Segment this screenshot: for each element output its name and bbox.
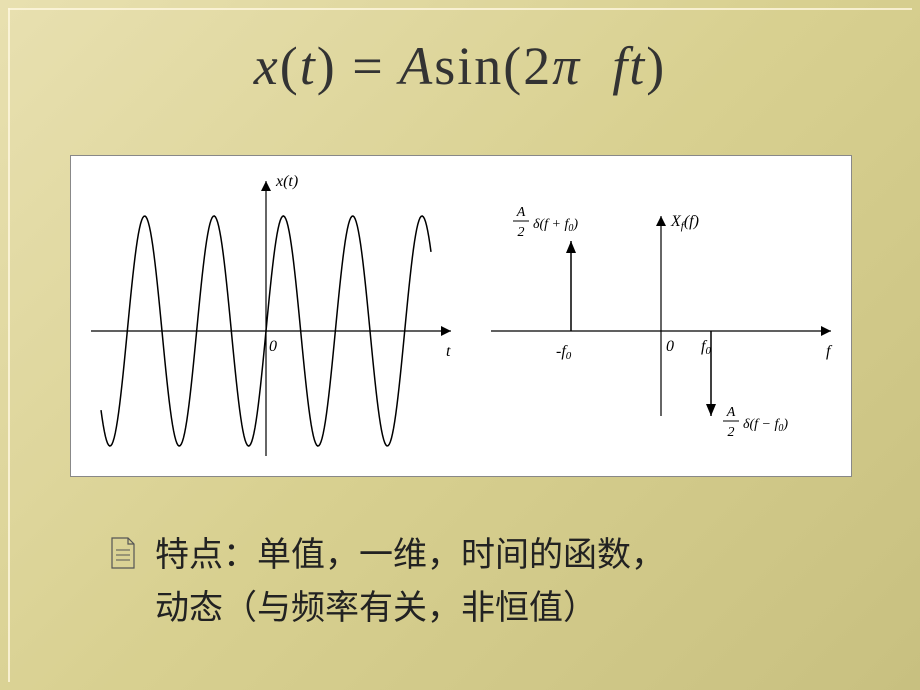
pos-f0-label: f0 — [701, 338, 711, 357]
neg-f0-label: -f0 — [556, 343, 572, 362]
eq-pi: π — [552, 36, 581, 96]
eq-sin: sin(2 — [434, 36, 552, 96]
svg-text:2: 2 — [518, 225, 525, 240]
figure-panel: x(t) t 0 Xf(f) f 0 — [70, 155, 852, 477]
origin-label-right: 0 — [666, 338, 674, 355]
title-equation: x(t) = Asin(2π ft) — [0, 35, 920, 97]
eq-x: x — [254, 36, 280, 96]
y-axis-label: x(t) — [275, 173, 298, 190]
slide: x(t) = Asin(2π ft) x(t) t 0 — [0, 0, 920, 690]
eq-A: A — [399, 36, 434, 96]
svg-text:A: A — [516, 205, 526, 220]
svg-text:2: 2 — [728, 425, 735, 440]
bullet-line-1: 特点：单值，一维，时间的函数， — [155, 530, 840, 583]
y-axis-label-right: Xf(f) — [670, 213, 699, 232]
bullet-line-2: 动态（与频率有关，非恒值） — [155, 583, 840, 636]
eq-t: t — [300, 36, 317, 96]
impulse-up-label: A 2 δ(f + f0) — [513, 205, 578, 240]
svg-text:δ(f − f0): δ(f − f0) — [743, 417, 788, 434]
bullet-paragraph: 特点：单值，一维，时间的函数， 动态（与频率有关，非恒值） — [155, 530, 840, 635]
page-bullet-icon — [110, 536, 136, 570]
origin-label: 0 — [269, 338, 277, 355]
eq-eq: = — [352, 36, 384, 96]
x-axis-label-right: f — [826, 343, 833, 360]
impulse-down-label: A 2 δ(f − f0) — [723, 405, 788, 440]
svg-text:δ(f + f0): δ(f + f0) — [533, 217, 578, 234]
figure-svg: x(t) t 0 Xf(f) f 0 — [71, 156, 851, 476]
x-axis-label: t — [446, 343, 451, 360]
svg-text:A: A — [726, 405, 736, 420]
eq-ft: ft — [612, 36, 646, 96]
eq-close: ) — [646, 36, 666, 96]
time-domain-chart: x(t) t 0 — [91, 173, 451, 456]
freq-domain-chart: Xf(f) f 0 -f0 f0 A 2 δ(f + f0) A 2 δ(f — [491, 205, 833, 440]
